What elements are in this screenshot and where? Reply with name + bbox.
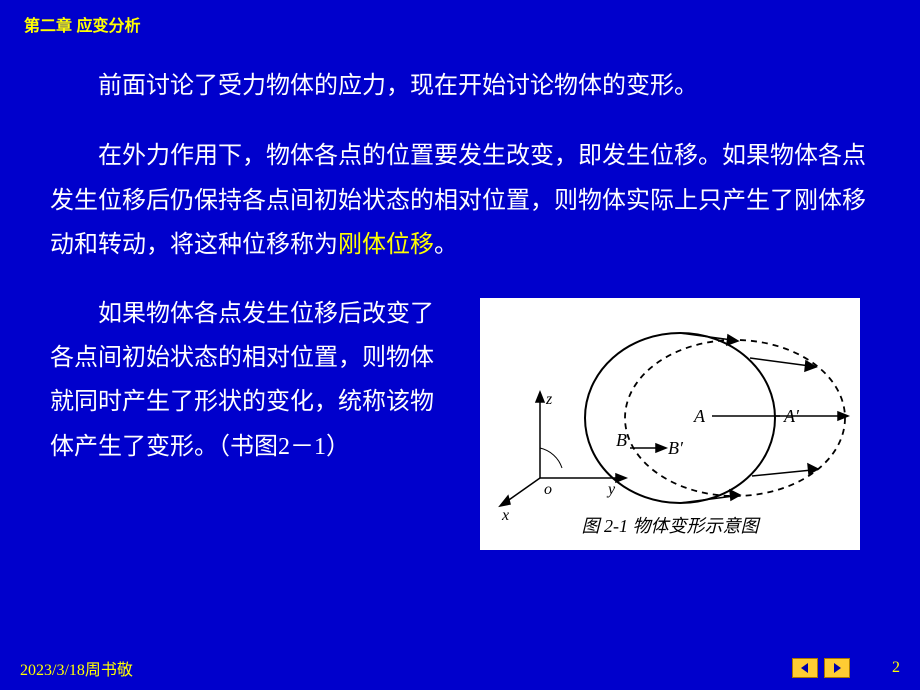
triangle-left-icon <box>799 662 811 674</box>
chapter-header: 第二章 应变分析 <box>0 0 920 36</box>
slide-footer: 2023/3/18周书敬 2 <box>0 656 920 680</box>
footer-date-author: 2023/3/18周书敬 <box>20 656 133 680</box>
footer-nav: 2 <box>792 658 900 678</box>
lower-row: 如果物体各点发生位移后改变了各点间初始状态的相对位置，则物体就同时产生了形状的变… <box>50 292 870 550</box>
next-button[interactable] <box>824 658 850 678</box>
paragraph-2b: 。 <box>434 232 458 258</box>
figure-2-1: z y x o A A′ B B′ <box>480 298 860 550</box>
axis-o-label: o <box>544 481 552 498</box>
prev-button[interactable] <box>792 658 818 678</box>
page-number: 2 <box>892 659 900 677</box>
point-A-label: A <box>693 406 706 426</box>
paragraph-2: 在外力作用下，物体各点的位置要发生改变，即发生位移。如果物体各点发生位移后仍保持… <box>50 134 870 267</box>
figure-caption: 图 2-1 物体变形示意图 <box>480 510 860 543</box>
point-Bp-label: B′ <box>668 438 684 458</box>
paragraph-1: 前面讨论了受力物体的应力，现在开始讨论物体的变形。 <box>50 64 870 108</box>
paragraph-3: 如果物体各点发生位移后改变了各点间初始状态的相对位置，则物体就同时产生了形状的变… <box>50 292 450 470</box>
paragraph-2a: 在外力作用下，物体各点的位置要发生改变，即发生位移。如果物体各点发生位移后仍保持… <box>50 143 866 258</box>
triangle-right-icon <box>831 662 843 674</box>
axis-y-label: y <box>606 481 616 498</box>
slide-content: 前面讨论了受力物体的应力，现在开始讨论物体的变形。 在外力作用下，物体各点的位置… <box>0 36 920 550</box>
axis-z-label: z <box>545 391 553 408</box>
highlight-rigid-displacement: 刚体位移 <box>338 232 434 258</box>
point-B-label: B <box>616 430 627 450</box>
